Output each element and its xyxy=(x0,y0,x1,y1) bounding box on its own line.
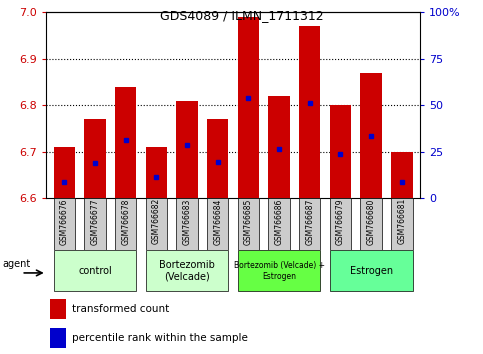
Bar xyxy=(54,147,75,198)
Bar xyxy=(84,198,106,250)
Text: GSM766687: GSM766687 xyxy=(305,198,314,245)
Text: GSM766682: GSM766682 xyxy=(152,198,161,245)
Text: GSM766677: GSM766677 xyxy=(90,198,99,245)
Bar xyxy=(330,105,351,198)
Bar xyxy=(50,299,67,319)
Text: GSM766681: GSM766681 xyxy=(398,198,406,245)
Text: Estrogen: Estrogen xyxy=(350,266,393,276)
Bar xyxy=(207,119,228,198)
Bar xyxy=(330,250,412,291)
Text: GSM766676: GSM766676 xyxy=(60,198,69,245)
Bar xyxy=(145,198,167,250)
Text: Bortezomib (Velcade) +
Estrogen: Bortezomib (Velcade) + Estrogen xyxy=(234,261,325,280)
Bar xyxy=(84,119,106,198)
Text: GSM766679: GSM766679 xyxy=(336,198,345,245)
Bar xyxy=(54,250,136,291)
Bar xyxy=(238,198,259,250)
Bar xyxy=(391,198,412,250)
Bar xyxy=(145,250,228,291)
Text: percentile rank within the sample: percentile rank within the sample xyxy=(72,333,248,343)
Text: GSM766678: GSM766678 xyxy=(121,198,130,245)
Text: GSM766683: GSM766683 xyxy=(183,198,192,245)
Bar xyxy=(360,73,382,198)
Bar xyxy=(238,17,259,198)
Text: GSM766680: GSM766680 xyxy=(367,198,376,245)
Text: transformed count: transformed count xyxy=(72,304,170,314)
Text: GDS4089 / ILMN_1711312: GDS4089 / ILMN_1711312 xyxy=(160,9,323,22)
Text: GSM766686: GSM766686 xyxy=(274,198,284,245)
Bar xyxy=(238,250,321,291)
Bar xyxy=(145,147,167,198)
Bar xyxy=(115,87,136,198)
Bar xyxy=(330,198,351,250)
Bar xyxy=(176,198,198,250)
Bar xyxy=(299,198,321,250)
Text: GSM766684: GSM766684 xyxy=(213,198,222,245)
Bar xyxy=(391,152,412,198)
Bar xyxy=(269,96,290,198)
Bar xyxy=(50,328,67,348)
Text: control: control xyxy=(78,266,112,276)
Bar xyxy=(176,101,198,198)
Bar xyxy=(54,198,75,250)
Text: Bortezomib
(Velcade): Bortezomib (Velcade) xyxy=(159,260,215,282)
Bar xyxy=(299,26,321,198)
Bar xyxy=(269,198,290,250)
Text: agent: agent xyxy=(2,259,31,269)
Bar xyxy=(115,198,136,250)
Bar xyxy=(207,198,228,250)
Text: GSM766685: GSM766685 xyxy=(244,198,253,245)
Bar xyxy=(360,198,382,250)
